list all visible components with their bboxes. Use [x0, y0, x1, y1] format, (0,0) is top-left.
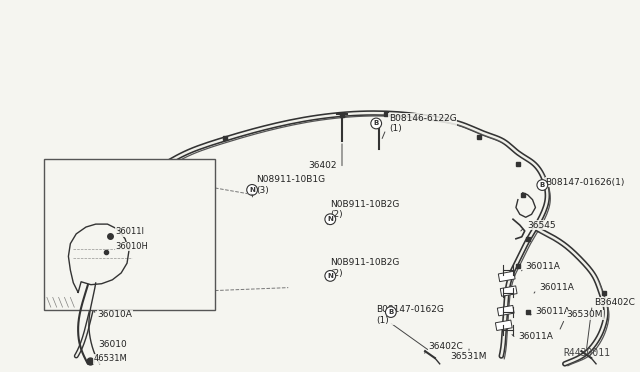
Text: 36010D: 36010D — [156, 187, 192, 196]
Text: N: N — [249, 187, 255, 193]
Text: B08147-01626(1): B08147-01626(1) — [545, 177, 625, 187]
Text: N0B911-10B2G
(2): N0B911-10B2G (2) — [330, 259, 399, 278]
Text: 46531M: 46531M — [94, 355, 127, 363]
Text: 36011A: 36011A — [525, 262, 561, 270]
Text: B: B — [540, 182, 545, 188]
Text: N08911-10B1G
(3): N08911-10B1G (3) — [256, 175, 325, 195]
Circle shape — [325, 214, 335, 225]
Text: N0B911-10B2G
(2): N0B911-10B2G (2) — [330, 200, 399, 219]
Circle shape — [537, 180, 548, 190]
Text: 36402: 36402 — [308, 161, 337, 170]
Circle shape — [247, 185, 257, 195]
Circle shape — [371, 118, 381, 129]
Circle shape — [325, 270, 335, 281]
Bar — [495, 320, 512, 330]
Text: 36530M: 36530M — [567, 311, 604, 320]
Text: B: B — [388, 309, 394, 315]
Text: 36545: 36545 — [527, 221, 556, 230]
Text: B36402C: B36402C — [594, 298, 635, 307]
Text: B08146-6122G
(1): B08146-6122G (1) — [389, 114, 457, 133]
Bar — [500, 286, 517, 296]
Text: 36010E: 36010E — [80, 164, 115, 173]
Text: 36011A: 36011A — [540, 283, 574, 292]
Text: N: N — [327, 216, 333, 222]
Text: 36010H: 36010H — [115, 242, 148, 251]
Text: 36010: 36010 — [98, 340, 127, 349]
Circle shape — [385, 307, 396, 317]
Text: B08147-0162G
(1): B08147-0162G (1) — [376, 305, 444, 325]
Text: 36011I: 36011I — [115, 227, 144, 237]
Text: 36010A: 36010A — [98, 311, 132, 320]
Text: 36402C: 36402C — [428, 342, 463, 351]
Text: 36531M: 36531M — [451, 352, 487, 360]
Bar — [497, 305, 514, 316]
Text: N: N — [327, 273, 333, 279]
Bar — [499, 271, 515, 282]
Text: B: B — [374, 121, 379, 126]
Text: 36011A: 36011A — [518, 332, 553, 341]
Text: R4430011: R4430011 — [564, 348, 611, 358]
Text: 36011A: 36011A — [536, 307, 570, 315]
Bar — [44, 158, 215, 310]
